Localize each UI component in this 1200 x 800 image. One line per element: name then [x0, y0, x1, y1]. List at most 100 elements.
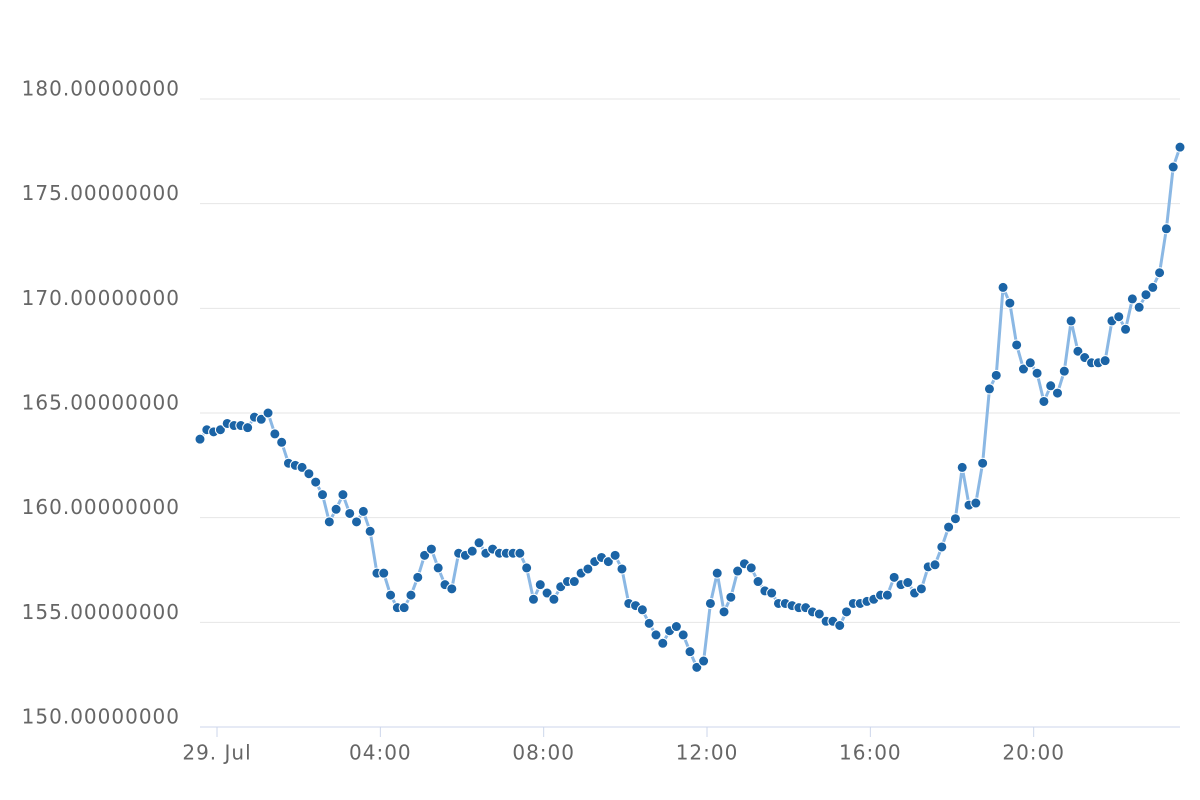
data-point [412, 571, 424, 583]
y-tick-label: 175.00000000 [22, 181, 180, 205]
data-point [1140, 289, 1152, 301]
data-point [1113, 311, 1125, 323]
data-point [344, 507, 356, 519]
data-point [643, 617, 655, 629]
data-point [330, 503, 342, 515]
data-point [269, 428, 281, 440]
data-point [881, 589, 893, 601]
data-point [323, 516, 335, 528]
data-point [636, 604, 648, 616]
x-tick-label: 16:00 [839, 741, 902, 765]
data-point [527, 593, 539, 605]
data-point [398, 602, 410, 614]
data-point [425, 543, 437, 555]
data-point [1126, 293, 1138, 305]
data-point [473, 537, 485, 549]
data-point [677, 629, 689, 641]
data-point [1065, 315, 1077, 327]
data-point [337, 489, 349, 501]
data-point [582, 563, 594, 575]
data-point [841, 606, 853, 618]
data-point [214, 424, 226, 436]
data-point [378, 567, 390, 579]
data-point [990, 369, 1002, 381]
data-point [1024, 357, 1036, 369]
data-point [602, 556, 614, 568]
data-point [276, 436, 288, 448]
data-point [732, 565, 744, 577]
y-tick-label: 170.00000000 [22, 286, 180, 310]
data-point [1058, 365, 1070, 377]
data-point [541, 587, 553, 599]
data-point [888, 571, 900, 583]
data-point [364, 525, 376, 537]
data-point [1038, 395, 1050, 407]
data-point [1154, 267, 1166, 279]
data-point [684, 646, 696, 658]
data-point [929, 559, 941, 571]
data-point [317, 489, 328, 501]
data-point [405, 589, 417, 601]
data-point [351, 516, 363, 528]
data-point [1167, 161, 1179, 173]
data-point [956, 461, 968, 473]
data-point [514, 547, 526, 559]
data-point [521, 562, 533, 574]
data-point [745, 562, 757, 574]
data-point [548, 593, 560, 605]
data-point [419, 549, 431, 561]
data-point [1120, 323, 1132, 335]
data-point [1011, 339, 1023, 351]
data-point [718, 606, 730, 618]
y-tick-label: 165.00000000 [22, 391, 180, 415]
data-point [813, 608, 825, 620]
data-point [303, 468, 315, 480]
data-point [1052, 387, 1063, 399]
data-point [704, 597, 716, 609]
data-point [943, 521, 955, 533]
data-point [970, 497, 982, 509]
x-tick-label: 29. Jul [182, 741, 251, 765]
y-tick-label: 160.00000000 [22, 495, 180, 519]
data-point [915, 583, 927, 595]
data-point [691, 661, 703, 673]
data-point [385, 589, 397, 601]
x-tick-label: 08:00 [512, 741, 575, 765]
data-point [670, 621, 682, 633]
data-point [1133, 301, 1145, 313]
data-point [1099, 355, 1111, 367]
y-tick-label: 180.00000000 [22, 77, 180, 101]
data-point [1045, 380, 1057, 392]
data-point [657, 637, 669, 649]
data-point [568, 576, 580, 588]
x-tick-label: 04:00 [349, 741, 412, 765]
data-point [1004, 297, 1016, 309]
data-point [834, 619, 846, 631]
data-point [725, 591, 737, 603]
data-point [616, 563, 628, 575]
data-point [609, 549, 621, 561]
series-line [198, 146, 1182, 670]
data-point [466, 545, 478, 557]
data-point [534, 579, 546, 591]
data-point [983, 383, 995, 395]
data-point [242, 422, 254, 434]
data-point [1160, 223, 1172, 235]
data-point [1017, 363, 1029, 375]
data-point [752, 576, 764, 588]
data-point [262, 407, 274, 419]
x-tick-label: 20:00 [1002, 741, 1065, 765]
data-point [296, 461, 308, 473]
x-tick-label: 12:00 [676, 741, 739, 765]
data-point [698, 655, 710, 667]
data-point [255, 413, 267, 425]
y-tick-label: 150.00000000 [22, 705, 180, 729]
data-point [194, 433, 206, 445]
data-point [977, 457, 989, 469]
data-point [650, 629, 662, 641]
data-point [446, 583, 458, 595]
data-point [997, 281, 1009, 293]
data-point [936, 541, 948, 553]
data-point [902, 577, 914, 589]
